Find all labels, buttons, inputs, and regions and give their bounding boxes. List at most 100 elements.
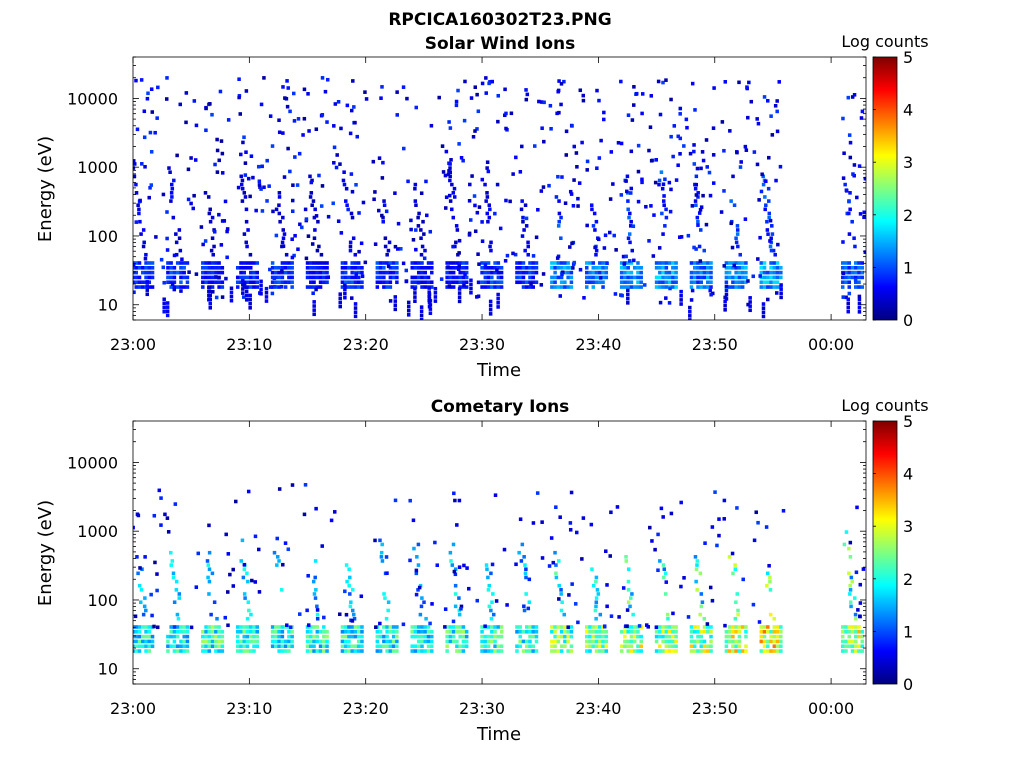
heatmap-cell [208, 305, 212, 310]
heatmap-cell [735, 228, 740, 232]
heatmap-cell [848, 592, 852, 596]
heatmap-cell [318, 275, 323, 280]
heatmap-cell [451, 215, 456, 220]
heatmap-cell [779, 649, 783, 653]
heatmap-cell [759, 625, 764, 629]
heatmap-cell [133, 270, 135, 275]
heatmap-cell [448, 634, 453, 639]
heatmap-cell [609, 510, 613, 515]
heatmap-cell [377, 208, 381, 213]
heatmap-cell [238, 112, 243, 116]
heatmap-cell [343, 625, 348, 629]
heatmap-cell [701, 193, 705, 198]
heatmap-cell [293, 233, 297, 238]
heatmap-cell [419, 305, 424, 309]
heatmap-cell [661, 575, 666, 580]
heatmap-cell [391, 639, 396, 644]
heatmap-cell [710, 525, 715, 529]
heatmap-cell [771, 248, 776, 253]
heatmap-cell [624, 555, 628, 559]
heatmap-cell [658, 112, 663, 117]
heatmap-cell [588, 639, 592, 644]
heatmap-cell [210, 261, 215, 265]
heatmap-cell [518, 644, 522, 649]
heatmap-cell [196, 551, 201, 556]
heatmap-cell [255, 625, 260, 629]
heatmap-cell [347, 644, 351, 649]
heatmap-cell [413, 644, 418, 649]
heatmap-cell [312, 649, 316, 653]
heatmap-cell [674, 270, 678, 275]
heatmap-cell [393, 295, 398, 299]
heatmap-cell [598, 644, 602, 649]
heatmap-cell [338, 292, 342, 296]
heatmap-cell [404, 279, 409, 284]
heatmap-cell [735, 506, 739, 510]
heatmap-cell [768, 244, 773, 249]
heatmap-cell [499, 629, 504, 634]
heatmap-cell [172, 639, 177, 644]
heatmap-cell [451, 191, 456, 195]
heatmap-cell [213, 162, 217, 167]
heatmap-cell [653, 547, 657, 552]
heatmap-cell [165, 210, 169, 214]
heatmap-cell [734, 275, 738, 280]
heatmap-cell [854, 570, 859, 575]
heatmap-cell [226, 590, 230, 594]
heatmap-cell [650, 539, 654, 543]
heatmap-cell [626, 207, 630, 212]
heatmap-cell [235, 649, 240, 653]
heatmap-cell [608, 554, 612, 558]
heatmap-cell [458, 280, 462, 285]
heatmap-cell [240, 186, 245, 191]
heatmap-cell [653, 180, 658, 185]
heatmap-cell [629, 644, 634, 649]
heatmap-cell [857, 301, 862, 306]
heatmap-cell [423, 265, 428, 270]
heatmap-cell [264, 291, 269, 295]
heatmap-cell [531, 280, 535, 285]
heatmap-cell [343, 589, 347, 594]
heatmap-cell [547, 183, 551, 188]
heatmap-cell [724, 629, 729, 634]
heatmap-cell [559, 649, 564, 653]
heatmap-cell [569, 192, 574, 196]
heatmap-cell [252, 625, 256, 629]
heatmap-cell [244, 89, 249, 93]
heatmap-cell [133, 629, 135, 634]
heatmap-cell [413, 186, 417, 191]
heatmap-cell [598, 280, 602, 285]
heatmap-cell [699, 592, 704, 596]
heatmap-cell [524, 265, 529, 270]
heatmap-cell [217, 629, 221, 634]
heatmap-cell [636, 265, 640, 270]
heatmap-cell [772, 644, 777, 649]
heatmap-cell [850, 639, 855, 644]
heatmap-cell [194, 123, 199, 128]
heatmap-cell [727, 270, 732, 275]
heatmap-cell [246, 600, 251, 605]
heatmap-cell [248, 301, 252, 306]
heatmap-cell [454, 99, 459, 104]
heatmap-cell [167, 166, 171, 170]
heatmap-cell [448, 126, 453, 130]
heatmap-cell [486, 285, 491, 289]
heatmap-cell [713, 490, 717, 494]
heatmap-cell [490, 634, 494, 639]
heatmap-cell [228, 572, 232, 577]
heatmap-cell [779, 639, 783, 644]
heatmap-cell [206, 563, 211, 567]
heatmap-cell [214, 280, 218, 285]
heatmap-cell [658, 300, 663, 305]
heatmap-cell [550, 649, 554, 653]
heatmap-cell [214, 270, 218, 275]
heatmap-cell [563, 629, 567, 634]
heatmap-cell [674, 280, 678, 285]
heatmap-cell [566, 265, 570, 270]
heatmap-cell [309, 280, 313, 285]
plot-frame [132, 420, 867, 685]
heatmap-cell [767, 563, 771, 568]
heatmap-cell [226, 118, 231, 122]
heatmap-cell [384, 616, 389, 621]
heatmap-cell [277, 559, 281, 563]
